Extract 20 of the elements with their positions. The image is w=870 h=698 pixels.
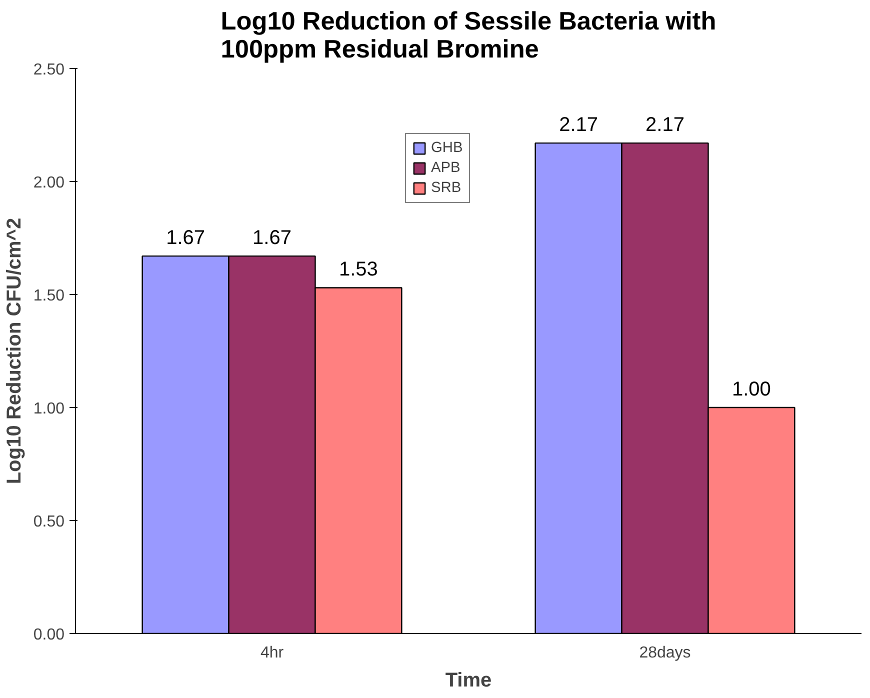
- data-label: 2.17: [646, 114, 684, 136]
- legend-label: SRB: [431, 180, 462, 196]
- legend-label: GHB: [431, 140, 463, 156]
- data-label: 1.67: [252, 227, 292, 250]
- y-tick-label: 0.50: [33, 514, 65, 530]
- data-label: 1.00: [732, 378, 771, 400]
- y-tick-label: 1.00: [33, 400, 65, 418]
- x-tick-label: 28days: [639, 644, 691, 662]
- data-label: 1.67: [166, 227, 206, 250]
- y-tick-label: 2.50: [33, 62, 65, 78]
- x-axis-title: Time: [445, 670, 492, 692]
- y-axis-title: Log10 Reduction CFU/cm^2: [3, 218, 26, 484]
- y-tick-label: 2.00: [33, 174, 65, 192]
- y-tick-label: 1.50: [33, 288, 65, 304]
- data-label: 2.17: [559, 114, 598, 136]
- x-tick-label: 4hr: [260, 644, 284, 662]
- legend-label: APB: [431, 160, 460, 176]
- y-tick-label: 0.00: [33, 626, 65, 644]
- chart-title: Log10 Reduction of Sessile Bacteria with 100ppm Residual Bromine: [220, 8, 716, 64]
- data-label: 1.53: [338, 258, 378, 281]
